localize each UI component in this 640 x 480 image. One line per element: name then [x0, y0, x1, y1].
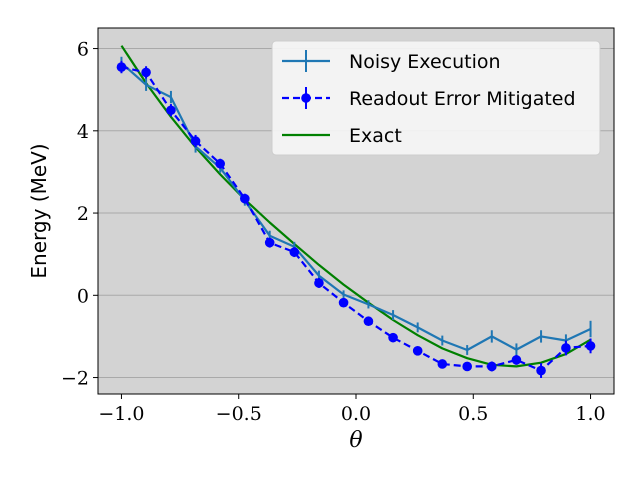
legend-label-readout-error-mitigated: Readout Error Mitigated: [349, 88, 576, 110]
data-point: [585, 341, 596, 351]
y-tick-label: −2: [61, 368, 89, 390]
data-point: [388, 332, 398, 343]
data-point: [166, 105, 176, 116]
x-tick-label: −1.0: [98, 403, 144, 425]
series-group: [116, 45, 596, 378]
x-tick-label: 0.0: [341, 403, 371, 425]
x-tick-label: 0.5: [458, 403, 488, 425]
data-point: [338, 297, 349, 308]
legend-marker-readout-error-mitigated: [301, 93, 311, 103]
data-point: [536, 365, 546, 376]
y-tick-label: 6: [77, 39, 89, 61]
data-point: [141, 67, 151, 78]
data-point: [511, 355, 522, 365]
series-exact: [120, 45, 592, 368]
data-point: [314, 278, 324, 288]
data-point: [412, 346, 423, 356]
data-point: [264, 237, 275, 248]
series-line-exact: [120, 45, 592, 368]
legend-label-exact: Exact: [349, 125, 402, 147]
data-point: [289, 247, 300, 257]
y-tick-label: 2: [77, 203, 89, 225]
data-point: [561, 343, 571, 353]
data-point: [215, 158, 225, 169]
x-tick-label: −0.5: [216, 403, 262, 425]
series-line-noisy-execution: [120, 62, 591, 352]
data-point: [487, 361, 497, 372]
data-point: [116, 62, 127, 72]
legend: Noisy Execution Readout Error Mitigated Ex…: [271, 40, 601, 156]
y-axis-label: Energy (MeV): [27, 143, 51, 278]
data-point: [240, 193, 250, 204]
y-tick-label: 0: [77, 285, 89, 307]
series-readout-error-mitigated: [116, 60, 596, 378]
x-tick-label: 1.0: [575, 403, 605, 425]
x-axis-label: θ: [349, 428, 362, 453]
y-tick-label: 4: [77, 121, 89, 143]
legend-label-noisy-execution: Noisy Execution: [349, 51, 501, 73]
data-point: [363, 316, 374, 327]
data-point: [190, 136, 201, 146]
axis-ticks: −2 0 2 4 6 −1.0 −0.5 0.0 0.5 1.0: [61, 39, 606, 425]
data-point: [462, 361, 472, 372]
data-point: [437, 359, 448, 369]
legend-box: [271, 40, 601, 156]
